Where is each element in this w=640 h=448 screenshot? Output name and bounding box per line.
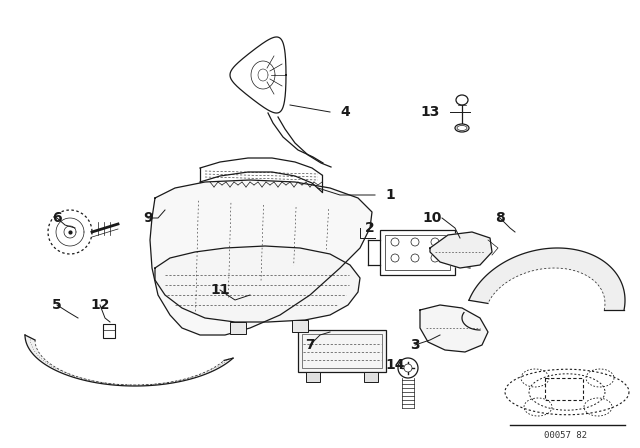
Bar bbox=[364, 372, 378, 382]
Text: 1: 1 bbox=[385, 188, 395, 202]
Text: 14: 14 bbox=[385, 358, 404, 372]
Text: 11: 11 bbox=[211, 283, 230, 297]
Polygon shape bbox=[420, 305, 488, 352]
Polygon shape bbox=[469, 248, 625, 310]
Bar bbox=[385, 235, 450, 270]
Bar bbox=[298, 330, 386, 372]
Ellipse shape bbox=[457, 125, 467, 130]
Ellipse shape bbox=[455, 124, 469, 132]
Bar bbox=[306, 372, 320, 382]
Text: 3: 3 bbox=[410, 338, 420, 352]
Text: 7: 7 bbox=[305, 338, 315, 352]
Text: 2: 2 bbox=[365, 221, 375, 235]
Bar bbox=[230, 322, 246, 334]
Circle shape bbox=[398, 358, 418, 378]
Bar bbox=[292, 320, 308, 332]
Text: 6: 6 bbox=[52, 211, 62, 225]
Text: 10: 10 bbox=[422, 211, 442, 225]
Text: 8: 8 bbox=[495, 211, 505, 225]
Ellipse shape bbox=[456, 95, 468, 105]
Polygon shape bbox=[430, 232, 492, 268]
Text: 5: 5 bbox=[52, 298, 62, 312]
Text: 00057 82: 00057 82 bbox=[543, 431, 586, 440]
Bar bbox=[103, 324, 115, 338]
Bar bbox=[545, 378, 583, 400]
Polygon shape bbox=[25, 335, 233, 386]
Bar bbox=[380, 230, 455, 275]
Circle shape bbox=[404, 364, 412, 372]
Text: 12: 12 bbox=[90, 298, 109, 312]
Text: 4: 4 bbox=[340, 105, 350, 119]
Text: 13: 13 bbox=[420, 105, 440, 119]
Polygon shape bbox=[150, 180, 372, 335]
Text: 9: 9 bbox=[143, 211, 153, 225]
Bar bbox=[302, 334, 382, 368]
Polygon shape bbox=[155, 246, 360, 322]
